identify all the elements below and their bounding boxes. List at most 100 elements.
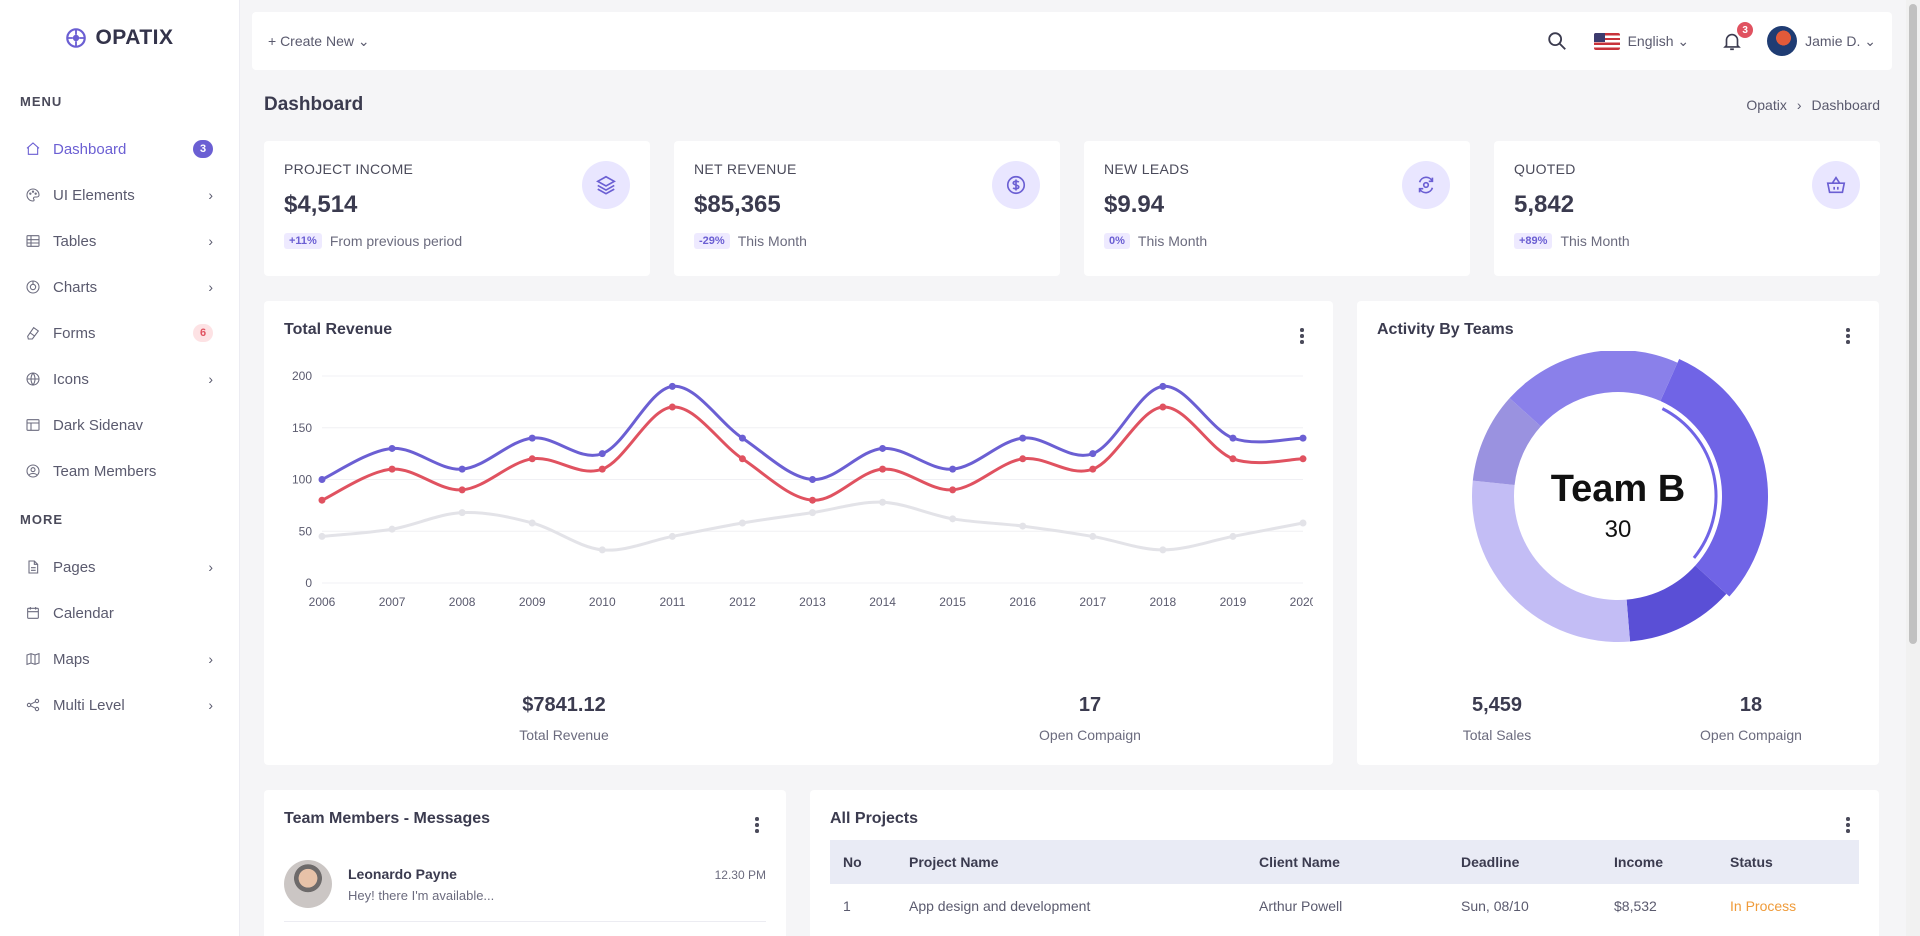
- more-options-icon[interactable]: [748, 816, 766, 834]
- sidebar-item-team-members[interactable]: Team Members: [0, 448, 239, 494]
- data-point[interactable]: [668, 532, 676, 540]
- more-options-icon[interactable]: [1839, 816, 1857, 834]
- card-title: All Projects: [830, 810, 919, 827]
- data-point[interactable]: [809, 476, 816, 483]
- data-point[interactable]: [809, 509, 816, 517]
- data-point[interactable]: [738, 455, 746, 463]
- data-point[interactable]: [1229, 455, 1237, 463]
- column-header[interactable]: Client Name: [1259, 854, 1340, 870]
- donut-segment-4[interactable]: [1509, 351, 1678, 427]
- donut-segment-3[interactable]: [1472, 398, 1541, 486]
- data-point[interactable]: [598, 465, 606, 473]
- data-point[interactable]: [1089, 450, 1097, 458]
- sidebar-item-calendar[interactable]: Calendar: [0, 590, 239, 636]
- donut-segment-1[interactable]: [1626, 565, 1727, 642]
- notifications-button[interactable]: 3: [1721, 22, 1754, 52]
- member-name: Leonardo Payne: [348, 866, 457, 882]
- more-options-icon[interactable]: [1293, 327, 1311, 345]
- data-point[interactable]: [598, 546, 606, 554]
- data-point[interactable]: [949, 515, 957, 523]
- data-point[interactable]: [388, 444, 396, 452]
- sidebar-item-multi-level[interactable]: Multi Level ›: [0, 682, 239, 728]
- data-point[interactable]: [949, 486, 957, 494]
- column-header[interactable]: Project Name: [909, 854, 999, 870]
- table-row[interactable]: 1 App design and development Arthur Powe…: [830, 884, 1859, 928]
- topbar-actions: English ⌄ 3 Jamie D. ⌄: [1546, 22, 1876, 56]
- data-point[interactable]: [949, 465, 957, 473]
- sidebar-item-icons[interactable]: Icons ›: [0, 356, 239, 402]
- data-point[interactable]: [388, 525, 396, 533]
- column-header[interactable]: Status: [1730, 854, 1773, 870]
- data-point[interactable]: [1019, 455, 1027, 463]
- sidebar-item-ui-elements[interactable]: UI Elements ›: [0, 172, 239, 218]
- data-point[interactable]: [1159, 403, 1167, 411]
- data-point[interactable]: [1019, 434, 1027, 442]
- data-point[interactable]: [598, 450, 606, 458]
- data-point[interactable]: [388, 465, 396, 473]
- scrollbar-thumb[interactable]: [1909, 4, 1917, 644]
- summary-label: Total Revenue: [519, 727, 609, 743]
- column-header[interactable]: Income: [1614, 854, 1664, 870]
- sidebar-item-pages[interactable]: Pages ›: [0, 544, 239, 590]
- breadcrumb-root[interactable]: Opatix: [1746, 97, 1787, 113]
- data-point[interactable]: [458, 465, 466, 473]
- x-tick-label: 2014: [869, 595, 896, 609]
- sidebar-item-dark-sidenav[interactable]: Dark Sidenav: [0, 402, 239, 448]
- data-point[interactable]: [1299, 519, 1307, 527]
- sidebar-item-maps[interactable]: Maps ›: [0, 636, 239, 682]
- data-point[interactable]: [1019, 522, 1027, 530]
- data-point[interactable]: [528, 434, 536, 442]
- sidebar-item-label: Tables: [53, 232, 97, 250]
- column-header[interactable]: Deadline: [1461, 854, 1520, 870]
- stat-footer: -29% This Month: [694, 233, 1040, 249]
- user-menu[interactable]: Jamie D. ⌄: [1767, 26, 1876, 56]
- data-point[interactable]: [809, 496, 816, 504]
- page-scrollbar[interactable]: [1906, 0, 1920, 936]
- stat-value: 5,842: [1514, 191, 1575, 218]
- data-point[interactable]: [1299, 455, 1307, 463]
- data-point[interactable]: [528, 455, 536, 463]
- map-icon: [24, 650, 42, 668]
- language-selector[interactable]: English ⌄: [1593, 32, 1689, 50]
- data-point[interactable]: [1299, 434, 1307, 442]
- donut-segment-2[interactable]: [1472, 480, 1631, 642]
- more-options-icon[interactable]: [1839, 327, 1857, 345]
- sidebar-item-charts[interactable]: Charts ›: [0, 264, 239, 310]
- create-new-button[interactable]: + Create New ⌄: [268, 32, 370, 49]
- data-point[interactable]: [1229, 434, 1237, 442]
- x-tick-label: 2009: [519, 595, 546, 609]
- data-point[interactable]: [528, 519, 536, 527]
- message-item[interactable]: Leonardo Payne Hey! there I'm available.…: [284, 860, 766, 922]
- data-point[interactable]: [1089, 465, 1097, 473]
- sidebar-item-forms[interactable]: Forms 6: [0, 310, 239, 356]
- sidebar-item-dashboard[interactable]: Dashboard 3: [0, 126, 239, 172]
- data-point[interactable]: [738, 434, 746, 442]
- data-point[interactable]: [318, 532, 326, 540]
- sidebar-item-label: Pages: [53, 558, 96, 576]
- data-point[interactable]: [668, 403, 676, 411]
- data-point[interactable]: [738, 519, 746, 527]
- brand[interactable]: OPATIX: [0, 0, 239, 76]
- donut-segment-0[interactable]: [1660, 359, 1768, 597]
- data-point[interactable]: [458, 486, 466, 494]
- sidebar-item-label: Calendar: [53, 604, 114, 622]
- data-point[interactable]: [1089, 532, 1097, 540]
- chevron-right-icon: ›: [208, 233, 213, 249]
- summary-label: Total Sales: [1462, 727, 1532, 743]
- data-point[interactable]: [1159, 546, 1167, 554]
- data-point[interactable]: [318, 476, 326, 483]
- data-point[interactable]: [668, 382, 676, 390]
- data-point[interactable]: [1229, 532, 1237, 540]
- search-icon[interactable]: [1546, 30, 1568, 52]
- data-point[interactable]: [458, 509, 466, 517]
- sidebar-item-tables[interactable]: Tables ›: [0, 218, 239, 264]
- sidebar: OPATIX MENU Dashboard 3 UI Elements › Ta…: [0, 0, 240, 936]
- data-point[interactable]: [1159, 382, 1167, 390]
- x-tick-label: 2018: [1150, 595, 1177, 609]
- data-point[interactable]: [879, 444, 887, 452]
- page-title: Dashboard: [264, 94, 364, 115]
- data-point[interactable]: [879, 498, 887, 506]
- data-point[interactable]: [879, 465, 887, 473]
- data-point[interactable]: [318, 496, 326, 504]
- column-header[interactable]: No: [843, 854, 862, 870]
